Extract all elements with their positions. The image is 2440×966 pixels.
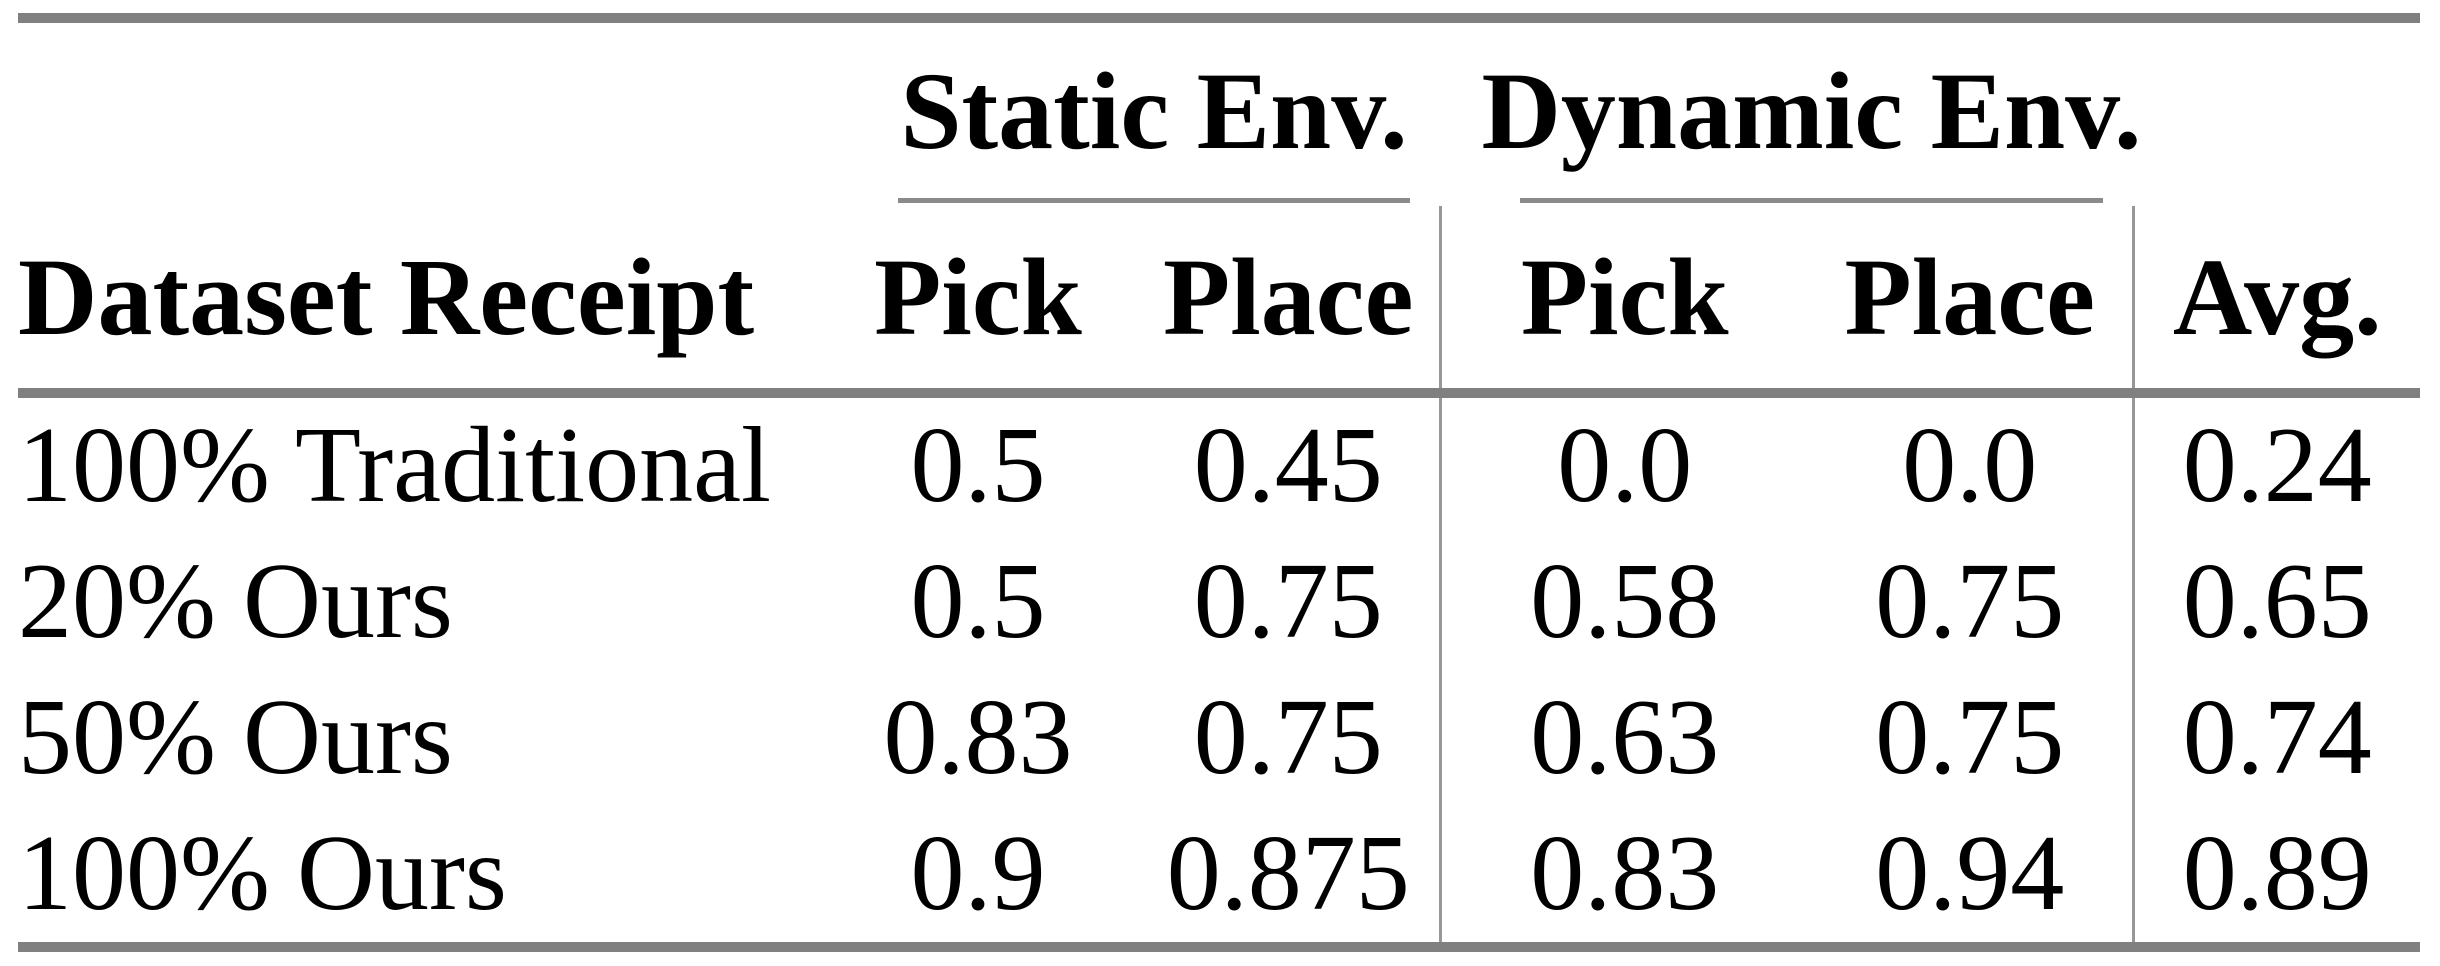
cell-dynamic-pick: 0.58 (1438, 534, 1808, 670)
cell-static-pick: 0.5 (910, 406, 1046, 525)
group-header-avg-spacer (2133, 18, 2420, 206)
cell-static-pick: 0.5 (910, 542, 1046, 661)
column-header-row: Dataset Receipt Pick Place Pick Place Av… (18, 206, 2421, 398)
static-env-underline (898, 198, 1410, 203)
cell-avg: 0.89 (2131, 806, 2421, 947)
cell-dynamic-pick: 0.63 (1438, 670, 1808, 806)
cell-dynamic-pick: 0.83 (1438, 806, 1808, 947)
cell-static-place: 0.875 (1166, 814, 1410, 933)
cell-dynamic-place: 0.0 (1902, 406, 2038, 525)
cell-dynamic-pick: 0.0 (1438, 393, 1808, 534)
results-table: Static Env. Dynamic Env. Dataset Receipt… (18, 13, 2421, 952)
cell-static-pick: 0.9 (910, 814, 1046, 933)
cell-avg: 0.65 (2131, 534, 2421, 670)
col-header-static-place: Place (1138, 206, 1440, 398)
group-header-row: Static Env. Dynamic Env. (18, 18, 2420, 206)
col-header-dynamic-place: Place (1808, 206, 2134, 398)
cell-static-place: 0.45 (1193, 406, 1383, 525)
cell-dynamic-place: 0.75 (1875, 542, 2065, 661)
group-header-stub-spacer (18, 18, 818, 206)
col-header-avg: Avg. (2131, 206, 2421, 398)
cell-static-pick: 0.83 (883, 678, 1073, 797)
cell-avg: 0.74 (2131, 670, 2421, 806)
col-header-static-pick: Pick (818, 206, 1138, 398)
table-row: 100% Traditional 0.5 0.45 0.0 0.0 0.24 (18, 393, 2421, 534)
group-header-dynamic-label: Dynamic Env. (1481, 49, 2142, 172)
cell-dataset-receipt: 20% Ours (18, 542, 453, 661)
table-row: 100% Ours 0.9 0.875 0.83 0.94 0.89 (18, 806, 2421, 947)
col-header-dataset-receipt: Dataset Receipt (18, 206, 818, 398)
cell-dynamic-place: 0.75 (1875, 678, 2065, 797)
table-row: 20% Ours 0.5 0.75 0.58 0.75 0.65 (18, 534, 2421, 670)
cell-dataset-receipt: 100% Ours (18, 814, 507, 933)
dynamic-env-underline (1520, 198, 2104, 203)
cell-static-place: 0.75 (1193, 542, 1383, 661)
cell-avg: 0.24 (2131, 393, 2421, 534)
cell-dynamic-place: 0.94 (1875, 814, 2065, 933)
col-header-dynamic-pick: Pick (1438, 206, 1808, 398)
table-row: 50% Ours 0.83 0.75 0.63 0.75 0.74 (18, 670, 2421, 806)
group-header-dynamic: Dynamic Env. (1440, 18, 2142, 206)
group-header-static: Static Env. (818, 18, 1440, 206)
cell-static-place: 0.75 (1193, 678, 1383, 797)
cell-dataset-receipt: 50% Ours (18, 678, 453, 797)
cell-dataset-receipt: 100% Traditional (18, 406, 772, 525)
group-header-static-label: Static Env. (900, 49, 1408, 172)
